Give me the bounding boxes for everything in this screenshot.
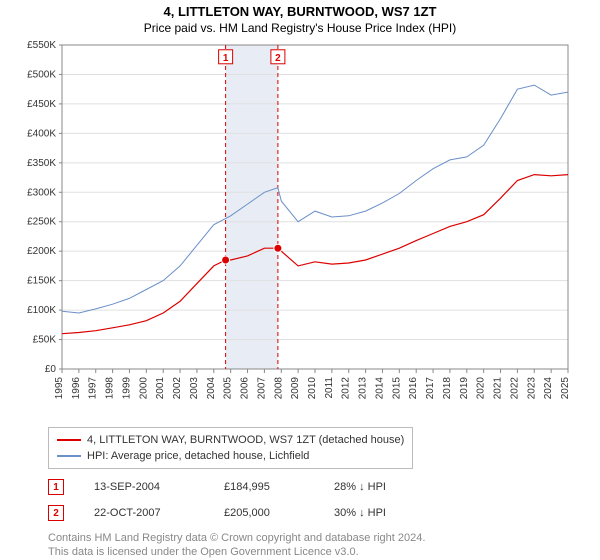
svg-text:2017: 2017 [425,377,436,400]
svg-text:£250K: £250K [27,217,56,228]
line-chart: £0 £50K £100K £150K £200K £250K £300K £350K £400… [18,39,578,419]
footer-attribution: Contains HM Land Registry data © Crown c… [48,531,600,559]
svg-text:£150K: £150K [27,276,56,287]
chart-title: 4, LITTLETON WAY, BURNTWOOD, WS7 1ZT [0,0,600,19]
svg-text:2012: 2012 [341,377,352,400]
svg-text:2004: 2004 [206,377,217,400]
svg-text:2020: 2020 [476,377,487,400]
legend-swatch [57,439,81,441]
svg-text:2000: 2000 [138,377,149,400]
svg-text:2023: 2023 [526,377,537,400]
sale-marker-box: 2 [48,505,64,521]
svg-text:2016: 2016 [408,377,419,400]
svg-text:2: 2 [275,53,281,64]
svg-text:2010: 2010 [307,377,318,400]
sale-record-row: 1 13-SEP-2004 £184,995 28% ↓ HPI [48,479,600,495]
svg-text:£500K: £500K [27,69,56,80]
svg-text:2011: 2011 [324,377,335,399]
svg-text:2025: 2025 [560,377,571,400]
sale-price: £184,995 [224,481,304,493]
svg-text:£350K: £350K [27,158,56,169]
legend-swatch [57,455,81,457]
svg-text:1999: 1999 [121,377,132,400]
svg-text:2003: 2003 [189,377,200,400]
svg-text:1997: 1997 [88,377,99,400]
svg-text:2018: 2018 [442,377,453,400]
footer-line-1: Contains HM Land Registry data © Crown c… [48,531,600,545]
svg-text:2014: 2014 [374,377,385,400]
svg-text:2021: 2021 [493,377,504,400]
svg-text:2008: 2008 [273,377,284,400]
svg-text:2006: 2006 [240,377,251,400]
svg-text:£450K: £450K [27,99,56,110]
sale-date: 13-SEP-2004 [94,481,194,493]
svg-text:2002: 2002 [172,377,183,400]
svg-text:2019: 2019 [459,377,470,400]
svg-text:2024: 2024 [543,377,554,400]
legend: 4, LITTLETON WAY, BURNTWOOD, WS7 1ZT (de… [48,427,413,469]
svg-text:2022: 2022 [509,377,520,400]
svg-text:£0: £0 [45,364,57,375]
svg-text:2001: 2001 [155,377,166,400]
svg-text:£400K: £400K [27,128,56,139]
svg-text:2005: 2005 [223,377,234,400]
svg-text:£50K: £50K [33,335,57,346]
svg-text:2009: 2009 [290,377,301,400]
svg-text:£200K: £200K [27,246,56,257]
svg-text:2013: 2013 [358,377,369,400]
chart-subtitle: Price paid vs. HM Land Registry's House … [0,19,600,39]
svg-text:2007: 2007 [256,377,267,400]
sale-delta: 30% ↓ HPI [334,507,386,519]
svg-text:1996: 1996 [71,377,82,400]
legend-label: 4, LITTLETON WAY, BURNTWOOD, WS7 1ZT (de… [87,432,404,448]
svg-text:1995: 1995 [54,377,65,400]
legend-item: 4, LITTLETON WAY, BURNTWOOD, WS7 1ZT (de… [57,432,404,448]
svg-text:2015: 2015 [391,377,402,400]
svg-text:1: 1 [223,53,229,64]
chart-area: £0 £50K £100K £150K £200K £250K £300K £350K £400… [18,39,578,419]
sale-price: £205,000 [224,507,304,519]
sale-record-row: 2 22-OCT-2007 £205,000 30% ↓ HPI [48,505,600,521]
svg-text:£300K: £300K [27,187,56,198]
legend-label: HPI: Average price, detached house, Lich… [87,448,309,464]
sale-marker-box: 1 [48,479,64,495]
svg-text:1998: 1998 [105,377,116,400]
footer-line-2: This data is licensed under the Open Gov… [48,545,600,559]
svg-text:£550K: £550K [27,40,56,51]
sale-date: 22-OCT-2007 [94,507,194,519]
sale-delta: 28% ↓ HPI [334,481,386,493]
svg-text:£100K: £100K [27,305,56,316]
legend-item: HPI: Average price, detached house, Lich… [57,448,404,464]
